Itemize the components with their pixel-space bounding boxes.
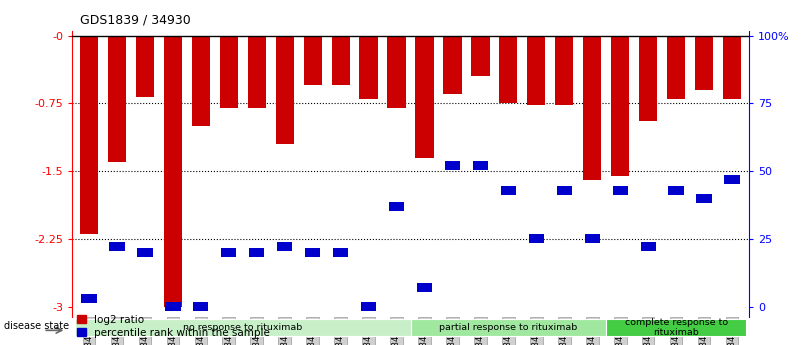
Text: disease state: disease state — [4, 321, 69, 331]
Bar — [611, 36, 630, 176]
Bar — [417, 283, 433, 292]
Bar — [191, 36, 210, 126]
Bar — [529, 234, 544, 243]
Bar — [135, 36, 154, 97]
Bar — [277, 243, 292, 252]
Bar — [249, 248, 264, 257]
Bar — [276, 36, 294, 144]
Bar — [639, 36, 658, 121]
Bar — [416, 36, 433, 158]
Bar — [304, 36, 322, 85]
Bar — [445, 161, 461, 170]
Bar — [137, 248, 152, 257]
Bar — [388, 202, 405, 211]
Bar — [163, 36, 182, 307]
Bar — [669, 186, 684, 195]
Bar — [641, 243, 656, 252]
Bar — [471, 36, 489, 76]
Bar — [219, 36, 238, 108]
Bar — [527, 36, 545, 105]
Bar — [696, 194, 712, 203]
Bar — [557, 186, 572, 195]
Bar — [360, 302, 376, 311]
Bar — [501, 186, 516, 195]
Bar — [583, 36, 602, 180]
Bar — [555, 36, 574, 105]
Bar — [248, 36, 266, 108]
Bar — [499, 36, 517, 103]
Bar — [695, 36, 713, 90]
Bar — [613, 186, 628, 195]
Bar — [332, 36, 350, 85]
Bar — [723, 36, 741, 99]
Bar — [388, 36, 405, 108]
Bar — [444, 36, 461, 94]
Bar — [80, 36, 98, 234]
Bar — [109, 243, 125, 252]
Bar — [81, 294, 97, 303]
Text: complete response to
rituximab: complete response to rituximab — [625, 318, 728, 337]
Bar — [305, 248, 320, 257]
Bar — [108, 36, 126, 162]
Bar — [221, 248, 236, 257]
Bar — [585, 234, 600, 243]
Bar — [333, 248, 348, 257]
Text: no response to rituximab: no response to rituximab — [183, 323, 302, 332]
Text: partial response to rituximab: partial response to rituximab — [439, 323, 578, 332]
Bar — [724, 175, 740, 184]
Bar — [360, 36, 377, 99]
Bar — [667, 36, 686, 99]
Bar — [193, 302, 208, 311]
Bar — [165, 302, 180, 311]
Bar — [473, 161, 488, 170]
Text: GDS1839 / 34930: GDS1839 / 34930 — [80, 14, 191, 27]
Legend: log2 ratio, percentile rank within the sample: log2 ratio, percentile rank within the s… — [78, 315, 270, 338]
